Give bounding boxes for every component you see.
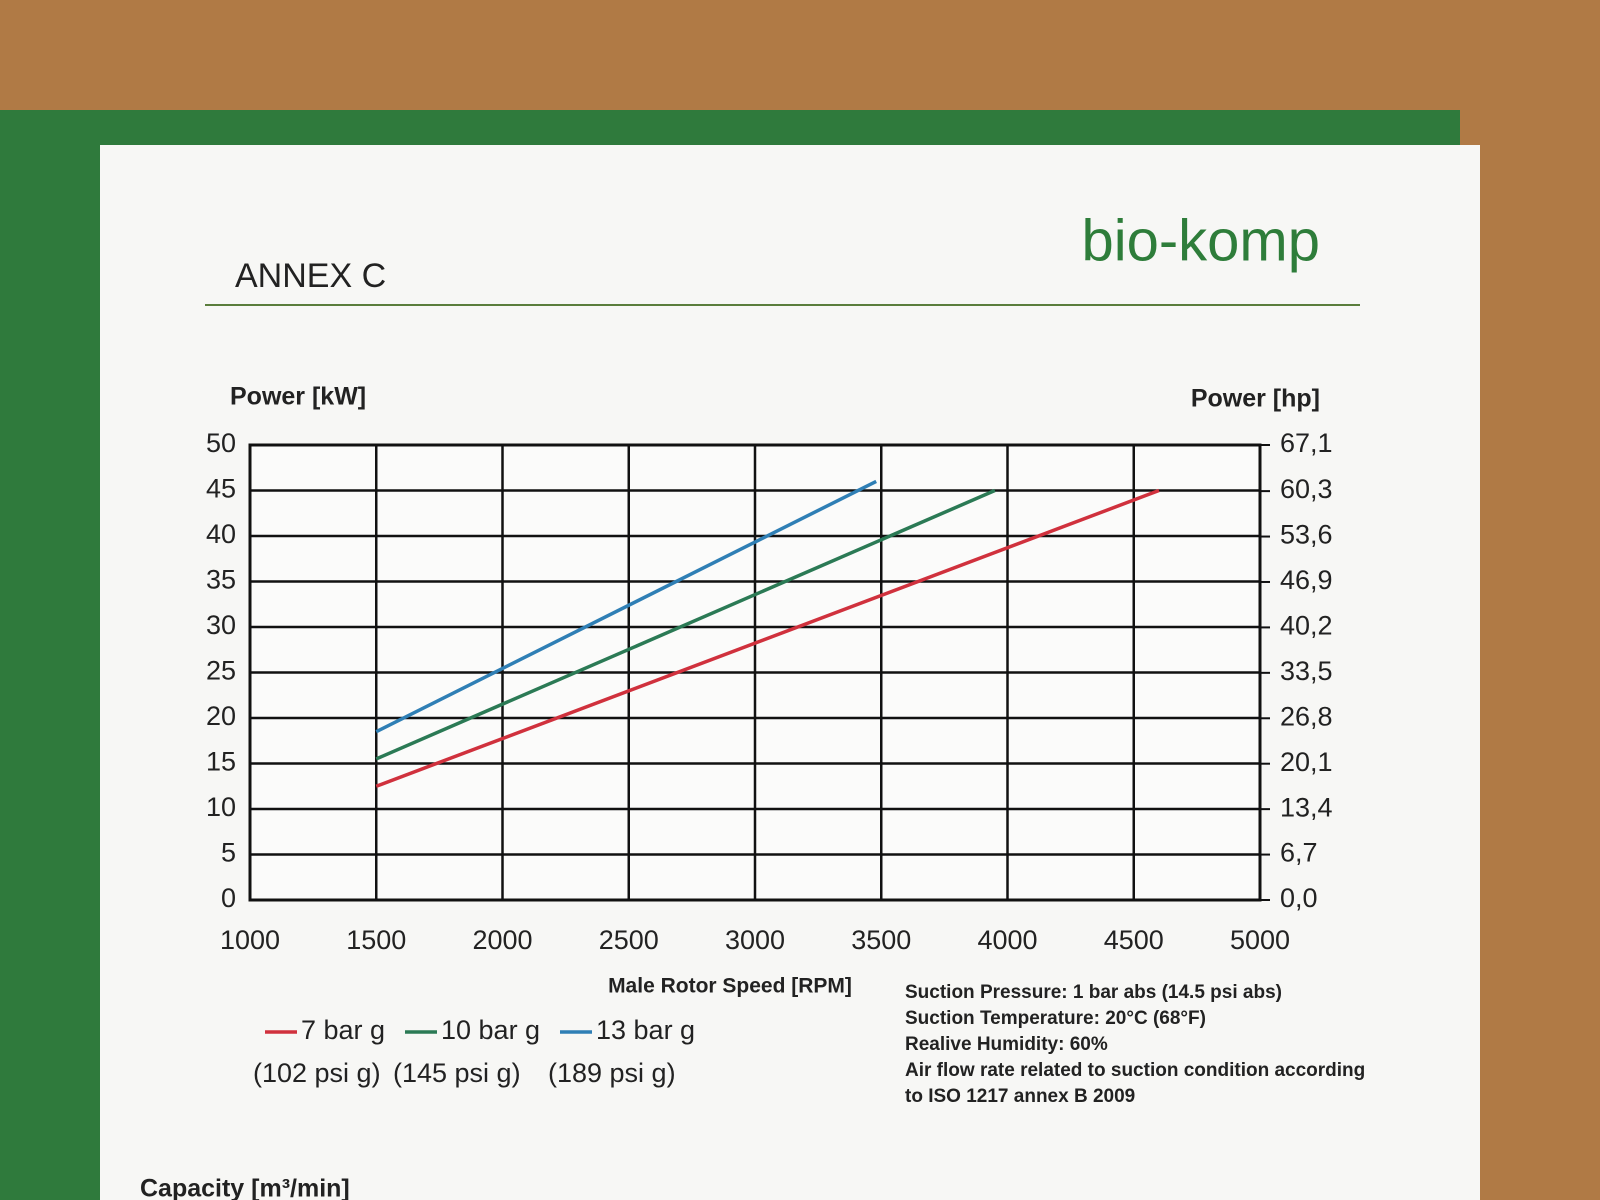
legend-label: 7 bar g <box>301 1015 385 1045</box>
note: to ISO 1217 annex B 2009 <box>905 1086 1135 1107</box>
legend-sublabel: (102 psi g) <box>253 1058 381 1088</box>
y-tick-label: 45 <box>206 474 236 504</box>
y-tick-label: 30 <box>206 610 236 640</box>
x-tick-label: 3000 <box>725 925 785 955</box>
x-tick-label: 2000 <box>472 925 532 955</box>
y-tick-label: 15 <box>206 747 236 777</box>
y2-tick-label: 60,3 <box>1280 474 1333 504</box>
y2-tick-label: 53,6 <box>1280 520 1333 550</box>
x-tick-label: 1500 <box>346 925 406 955</box>
note: Suction Pressure: 1 bar abs (14.5 psi ab… <box>905 982 1282 1003</box>
y2-tick-label: 6,7 <box>1280 838 1318 868</box>
x-tick-label: 4500 <box>1104 925 1164 955</box>
x-tick-label: 2500 <box>599 925 659 955</box>
y2-tick-label: 13,4 <box>1280 792 1333 822</box>
y2-tick-label: 40,2 <box>1280 611 1333 641</box>
x-axis-label: Male Rotor Speed [RPM] <box>608 975 852 998</box>
series-line <box>375 488 1160 788</box>
legend-label: 10 bar g <box>441 1015 540 1045</box>
y-tick-label: 5 <box>221 838 236 868</box>
y-tick-label: 0 <box>221 883 236 913</box>
series-line <box>375 479 877 734</box>
y2-tick-label: 46,9 <box>1280 565 1333 595</box>
y2-tick-label: 33,5 <box>1280 656 1333 686</box>
brand-logo: bio-komp <box>1081 208 1320 273</box>
x-tick-label: 5000 <box>1230 925 1290 955</box>
x-tick-label: 3500 <box>851 925 911 955</box>
footer-label: Capacity [m³/min] <box>140 1175 350 1200</box>
note: Air flow rate related to suction conditi… <box>905 1060 1365 1081</box>
note: Suction Temperature: 20°C (68°F) <box>905 1008 1206 1029</box>
page-title: ANNEX C <box>235 257 386 295</box>
note: Realive Humidity: 60% <box>905 1034 1108 1055</box>
legend-sublabel: (145 psi g) <box>393 1058 521 1088</box>
x-tick-label: 4000 <box>977 925 1037 955</box>
legend-sublabel: (189 psi g) <box>548 1058 676 1088</box>
y-tick-label: 50 <box>206 428 236 458</box>
legend-label: 13 bar g <box>596 1015 695 1045</box>
y2-tick-label: 20,1 <box>1280 747 1333 777</box>
y-tick-label: 25 <box>206 656 236 686</box>
y-tick-label: 20 <box>206 701 236 731</box>
y2-axis-label: Power [hp] <box>1191 385 1320 413</box>
y-tick-label: 10 <box>206 792 236 822</box>
series-line <box>375 488 996 761</box>
y2-tick-label: 67,1 <box>1280 428 1333 458</box>
y2-tick-label: 0,0 <box>1280 883 1318 913</box>
y2-tick-label: 26,8 <box>1280 701 1333 731</box>
y-axis-label: Power [kW] <box>230 383 366 411</box>
y-tick-label: 40 <box>206 519 236 549</box>
x-tick-label: 1000 <box>220 925 280 955</box>
y-tick-label: 35 <box>206 565 236 595</box>
